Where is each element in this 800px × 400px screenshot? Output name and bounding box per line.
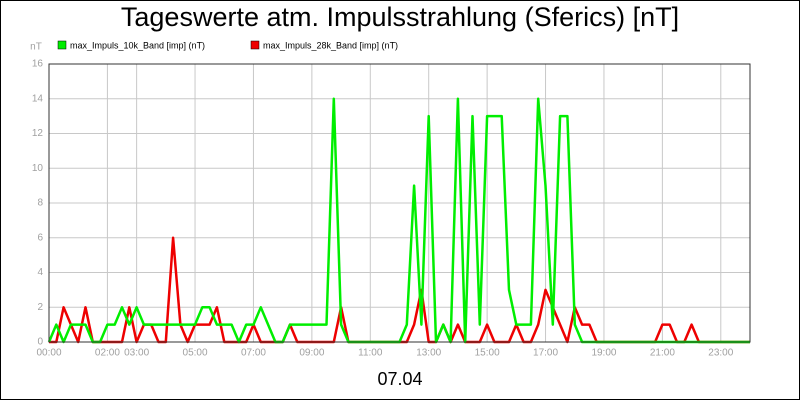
y-tick-label: 16 [32, 59, 44, 70]
y-tick-label: 0 [37, 337, 43, 348]
y-tick-label: 6 [37, 232, 43, 243]
x-tick-label: 05:00 [183, 348, 208, 359]
y-tick-label: 12 [32, 128, 44, 139]
legend-swatch [57, 40, 67, 50]
y-tick-label: 2 [37, 302, 43, 313]
y-tick-label: 4 [37, 267, 43, 278]
legend-label: max_Impuls_28k_Band [imp] (nT) [263, 40, 398, 50]
x-tick-label: 15:00 [475, 348, 500, 359]
plot-border [48, 63, 751, 343]
x-tick-label: 02:00 [95, 348, 120, 359]
x-tick-label: 21:00 [650, 348, 675, 359]
x-tick-label: 17:00 [533, 348, 558, 359]
y-tick-label: 14 [32, 93, 44, 104]
y-tick-label: 10 [32, 163, 44, 174]
y-axis-label: nT [30, 42, 42, 53]
x-tick-label: 03:00 [124, 348, 149, 359]
chart-title: Tageswerte atm. Impulsstrahlung (Sferics… [121, 2, 679, 32]
x-tick-label: 13:00 [416, 348, 441, 359]
legend-label: max_Impuls_10k_Band [imp] (nT) [70, 40, 205, 50]
x-tick-label: 09:00 [299, 348, 324, 359]
y-tick-label: 8 [37, 198, 43, 209]
legend: max_Impuls_10k_Band [imp] (nT) max_Impuls… [57, 40, 398, 50]
x-tick-label: 23:00 [708, 348, 733, 359]
x-axis-label: 07.04 [377, 369, 422, 389]
grid: 0 2 4 6 8 10 12 14 16 00:00 02:00 03:00 05:00 07:00 09… [32, 59, 750, 359]
x-tick-label: 07:00 [241, 348, 266, 359]
x-tick-label: 00:00 [36, 348, 61, 359]
legend-swatch [250, 40, 260, 50]
x-tick-label: 19:00 [591, 348, 616, 359]
x-tick-label: 11:00 [358, 348, 383, 359]
